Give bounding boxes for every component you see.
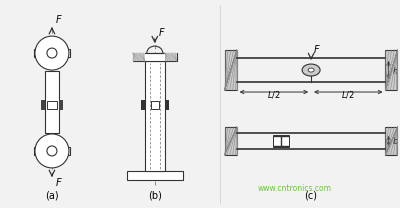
Text: $F$: $F$ xyxy=(55,13,63,25)
Bar xyxy=(133,53,145,61)
Ellipse shape xyxy=(302,64,320,76)
Text: $F$: $F$ xyxy=(158,26,166,38)
Text: (b): (b) xyxy=(148,191,162,201)
Circle shape xyxy=(47,48,57,58)
Bar xyxy=(127,171,183,180)
Bar xyxy=(165,53,177,61)
Bar xyxy=(151,101,159,109)
Text: $L/2$: $L/2$ xyxy=(342,89,355,99)
Bar xyxy=(41,100,45,110)
Text: $b$: $b$ xyxy=(392,135,399,146)
Text: $L/2$: $L/2$ xyxy=(267,89,281,99)
Bar xyxy=(145,61,165,171)
Ellipse shape xyxy=(308,68,314,72)
Text: (c): (c) xyxy=(304,191,318,201)
Text: www.cntronics.com: www.cntronics.com xyxy=(258,184,332,193)
Bar xyxy=(59,100,63,110)
Bar xyxy=(386,127,398,155)
Bar xyxy=(34,147,70,155)
Circle shape xyxy=(35,134,69,168)
Bar xyxy=(386,50,398,90)
Bar xyxy=(34,49,70,57)
Bar xyxy=(47,101,57,109)
Text: $h$: $h$ xyxy=(392,64,399,76)
Circle shape xyxy=(47,146,57,156)
Bar xyxy=(165,100,169,110)
Circle shape xyxy=(35,36,69,70)
Bar xyxy=(225,50,237,90)
Bar xyxy=(133,53,177,61)
Bar xyxy=(273,135,289,147)
Bar xyxy=(141,100,145,110)
Text: (a): (a) xyxy=(45,191,59,201)
Bar xyxy=(225,127,237,155)
Bar xyxy=(45,71,59,133)
Text: $F$: $F$ xyxy=(313,43,321,55)
Text: $F$: $F$ xyxy=(55,176,63,188)
